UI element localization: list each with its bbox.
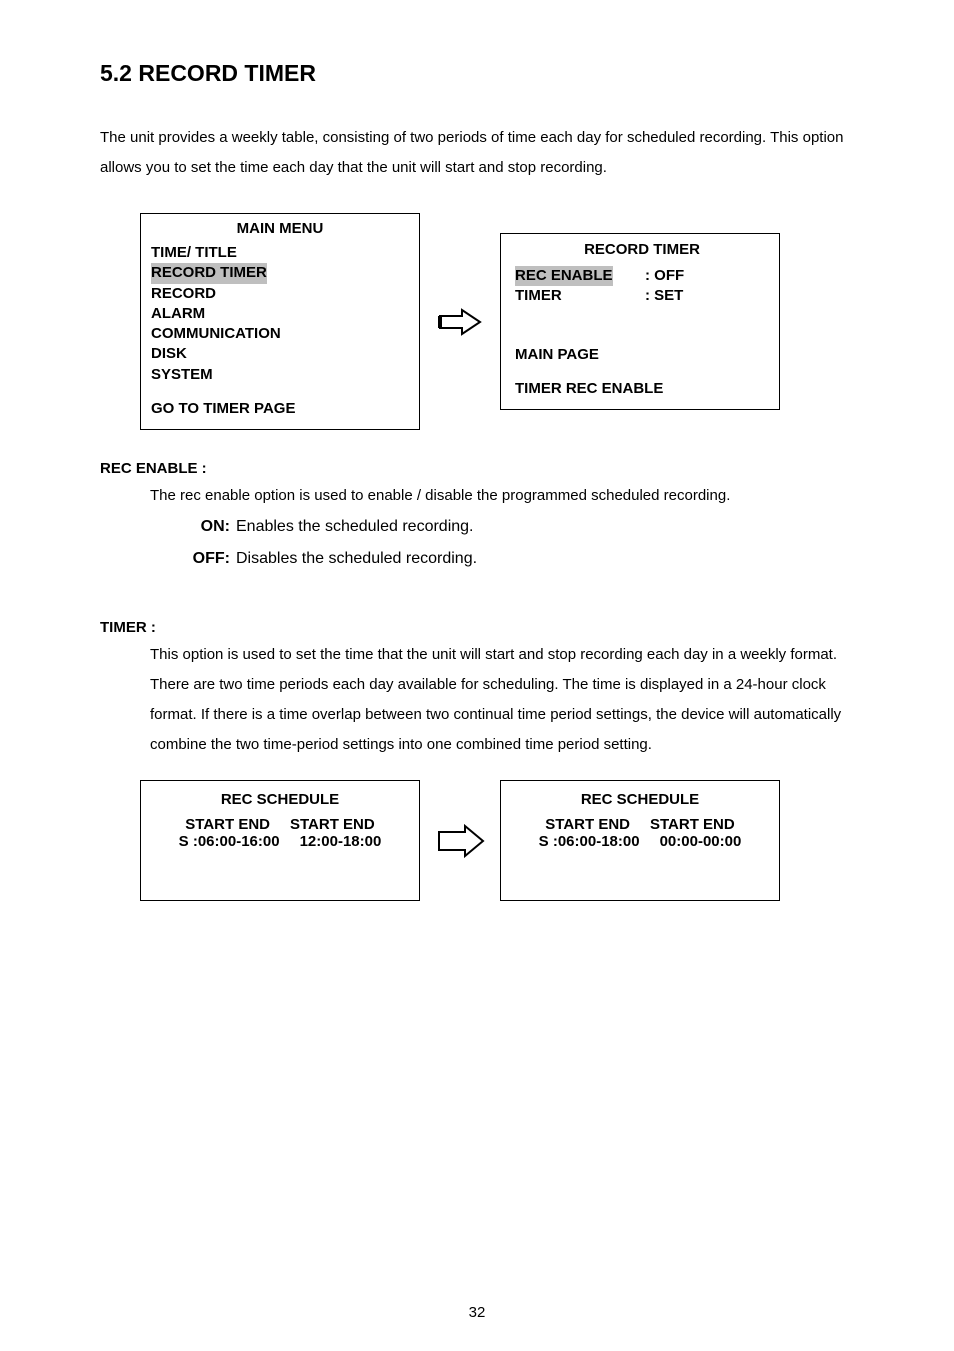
- timer-desc: This option is used to set the time that…: [150, 640, 854, 760]
- record-timer-title: RECORD TIMER: [515, 240, 769, 260]
- rec-enable-option-on: ON: Enables the scheduled recording.: [180, 511, 854, 543]
- option-off-key: OFF:: [180, 543, 230, 575]
- record-timer-main-page: MAIN PAGE: [515, 345, 769, 365]
- rec-schedule-right-box: REC SCHEDULE START END START END S :06:0…: [500, 780, 780, 901]
- main-menu-items: TIME/ TITLE RECORD TIMER RECORD ALARM CO…: [151, 243, 409, 419]
- main-menu-box: MAIN MENU TIME/ TITLE RECORD TIMER RECOR…: [140, 213, 420, 430]
- record-timer-footer: TIMER REC ENABLE: [515, 379, 769, 399]
- sched-right-col1-header: START END: [545, 816, 630, 833]
- rec-enable-label: REC ENABLE: [515, 266, 613, 286]
- sched-left-col2-val: 12:00-18:00: [300, 833, 382, 850]
- menu-row-1: MAIN MENU TIME/ TITLE RECORD TIMER RECOR…: [100, 213, 854, 430]
- main-menu-footer: GO TO TIMER PAGE: [151, 399, 409, 419]
- sched-left-row: S :06:00-16:00: [179, 833, 280, 850]
- menu-row-2: REC SCHEDULE START END START END S :06:0…: [100, 780, 854, 901]
- rec-enable-heading: REC ENABLE :: [100, 460, 854, 477]
- menu-item-system: SYSTEM: [151, 365, 409, 385]
- rec-schedule-left-title: REC SCHEDULE: [153, 791, 407, 808]
- arrow-icon: [420, 824, 500, 858]
- timer-value: : SET: [645, 286, 769, 306]
- sched-right-col2-header: START END: [650, 816, 735, 833]
- rec-enable-option-off: OFF: Disables the scheduled recording.: [180, 543, 854, 575]
- sched-left-col2-header: START END: [290, 816, 375, 833]
- rec-enable-row: REC ENABLE : OFF: [515, 266, 769, 286]
- option-on-key: ON:: [180, 511, 230, 543]
- record-timer-box: RECORD TIMER REC ENABLE : OFF TIMER : SE…: [500, 233, 780, 410]
- rec-schedule-left-box: REC SCHEDULE START END START END S :06:0…: [140, 780, 420, 901]
- rec-schedule-right-title: REC SCHEDULE: [513, 791, 767, 808]
- sched-left-col1-header: START END: [185, 816, 270, 833]
- menu-item-record: RECORD: [151, 284, 409, 304]
- menu-item-record-timer: RECORD TIMER: [151, 263, 409, 283]
- menu-item-disk: DISK: [151, 344, 409, 364]
- timer-row: TIMER : SET: [515, 286, 769, 306]
- arrow-icon: [420, 308, 500, 336]
- page-number: 32: [0, 1304, 954, 1321]
- option-off-text: Disables the scheduled recording.: [236, 543, 477, 575]
- menu-item-time-title: TIME/ TITLE: [151, 243, 409, 263]
- menu-item-alarm: ALARM: [151, 304, 409, 324]
- option-on-text: Enables the scheduled recording.: [236, 511, 474, 543]
- rec-enable-desc: The rec enable option is used to enable …: [150, 481, 854, 511]
- timer-label: TIMER: [515, 286, 645, 306]
- section-heading: 5.2 RECORD TIMER: [100, 60, 854, 87]
- main-menu-title: MAIN MENU: [151, 220, 409, 237]
- menu-item-communication: COMMUNICATION: [151, 324, 409, 344]
- sched-right-row: S :06:00-18:00: [539, 833, 640, 850]
- intro-paragraph: The unit provides a weekly table, consis…: [100, 123, 854, 183]
- timer-heading: TIMER :: [100, 619, 854, 636]
- rec-enable-value: : OFF: [645, 266, 769, 286]
- sched-right-col2-val: 00:00-00:00: [660, 833, 742, 850]
